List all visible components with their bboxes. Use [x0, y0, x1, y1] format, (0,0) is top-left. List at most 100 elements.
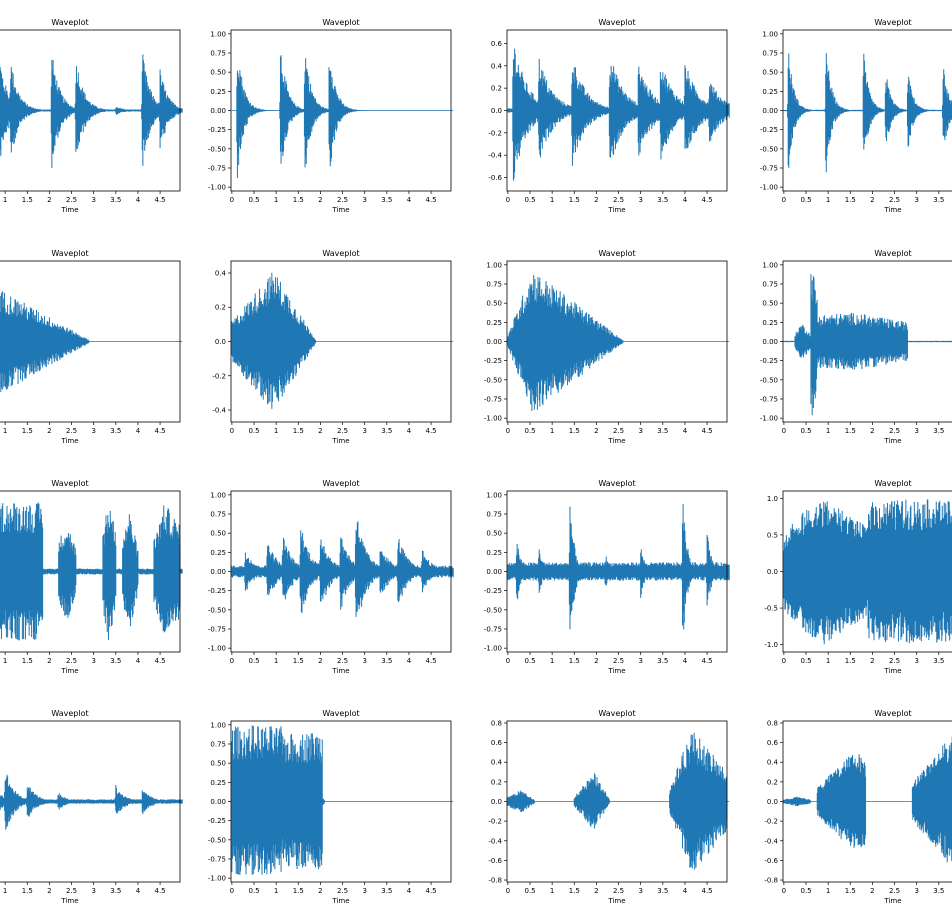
- panel-title: Waveplot: [598, 249, 635, 258]
- y-tick-label: 0.25: [762, 319, 778, 327]
- y-tick-label: 0.4: [491, 759, 503, 767]
- x-tick-label: 4.5: [155, 196, 166, 204]
- x-tick-label: 3: [362, 887, 366, 895]
- x-tick-label: 1: [826, 196, 830, 204]
- x-tick-label: 2.5: [337, 887, 348, 895]
- x-tick-label: 3: [362, 427, 366, 435]
- x-tick-label: 1: [826, 427, 830, 435]
- panel-title: Waveplot: [51, 479, 88, 488]
- x-tick-label: 1.5: [22, 427, 33, 435]
- x-tick-label: 0.5: [524, 887, 535, 895]
- x-tick-label: 0.5: [800, 196, 811, 204]
- y-tick-label: -0.4: [212, 407, 226, 415]
- x-axis-label: Time: [60, 437, 78, 445]
- x-tick-label: 1.5: [22, 657, 33, 665]
- y-tick-label: 0.00: [210, 798, 226, 806]
- x-tick-label: 1.5: [845, 657, 856, 665]
- waveplot-panel: Waveplot00.511.522.533.544.51.000.750.50…: [0, 479, 183, 675]
- x-tick-label: 4: [136, 887, 141, 895]
- y-tick-label: -1.00: [208, 184, 226, 192]
- y-tick-label: -0.75: [760, 165, 778, 173]
- y-tick-label: 0.75: [210, 50, 226, 58]
- x-axis-label: Time: [331, 897, 349, 905]
- waveform: [507, 275, 624, 411]
- x-tick-label: 3.5: [110, 196, 121, 204]
- x-tick-label: 2.5: [613, 427, 624, 435]
- y-tick-label: 0.2: [767, 778, 778, 786]
- x-tick-label: 2.5: [66, 196, 77, 204]
- x-tick-label: 1: [274, 657, 278, 665]
- x-tick-label: 2: [318, 887, 322, 895]
- y-tick-label: 0.50: [486, 300, 502, 308]
- x-tick-label: 3: [914, 196, 918, 204]
- waveform: [783, 53, 952, 173]
- y-tick-label: 1.00: [210, 721, 226, 729]
- x-tick-label: 2.5: [613, 196, 624, 204]
- y-tick-label: -0.25: [760, 126, 778, 134]
- waveform: [231, 272, 316, 409]
- y-tick-label: -1.00: [484, 645, 502, 653]
- y-tick-label: 0.50: [210, 69, 226, 77]
- x-tick-label: 2: [318, 427, 322, 435]
- waveform: [507, 732, 728, 870]
- x-tick-label: 1.5: [293, 427, 304, 435]
- x-tick-label: 1.5: [845, 427, 856, 435]
- x-tick-label: 4: [683, 887, 688, 895]
- waveplot-panel: Waveplot00.511.522.533.544.51.000.750.50…: [760, 249, 952, 445]
- x-tick-label: 0.5: [800, 427, 811, 435]
- y-tick-label: 0.2: [491, 778, 502, 786]
- x-tick-label: 1: [550, 887, 554, 895]
- y-tick-label: 0.75: [762, 281, 778, 289]
- y-tick-label: -0.25: [208, 817, 226, 825]
- x-tick-label: 4.5: [702, 657, 713, 665]
- y-tick-label: -0.50: [208, 145, 226, 153]
- y-tick-label: 0.0: [215, 338, 226, 346]
- y-tick-label: 0.0: [491, 107, 502, 115]
- y-tick-label: 0.75: [210, 741, 226, 749]
- x-tick-label: 1: [826, 887, 830, 895]
- x-tick-label: 4: [407, 657, 412, 665]
- y-tick-label: -0.50: [484, 606, 502, 614]
- y-tick-label: 0.75: [486, 281, 502, 289]
- y-tick-label: 0.2: [491, 85, 502, 93]
- y-tick-label: 0.00: [210, 568, 226, 576]
- x-axis-label: Time: [883, 437, 901, 445]
- y-tick-label: 0.75: [762, 50, 778, 58]
- x-tick-label: 3: [91, 427, 95, 435]
- x-tick-label: 0.5: [248, 657, 259, 665]
- x-tick-label: 4: [407, 427, 412, 435]
- y-tick-label: 0.25: [210, 88, 226, 96]
- waveform: [231, 725, 326, 876]
- x-tick-label: 1.5: [845, 196, 856, 204]
- x-tick-label: 2.5: [337, 427, 348, 435]
- x-tick-label: 3: [638, 427, 642, 435]
- y-tick-label: 0.25: [762, 88, 778, 96]
- plot-frame: [0, 260, 181, 423]
- x-tick-label: 1.5: [569, 887, 580, 895]
- x-tick-label: 0.5: [524, 657, 535, 665]
- y-tick-label: 0.50: [762, 69, 778, 77]
- panel-title: Waveplot: [598, 479, 635, 488]
- panel-title: Waveplot: [874, 249, 911, 258]
- y-tick-label: 0.5: [767, 531, 778, 539]
- panel-title: Waveplot: [322, 18, 359, 27]
- y-tick-label: 0.8: [767, 719, 778, 727]
- waveform: [507, 504, 730, 630]
- y-tick-label: -0.2: [488, 129, 502, 137]
- y-tick-label: 0.0: [767, 568, 778, 576]
- y-tick-label: -1.00: [208, 875, 226, 883]
- y-tick-label: 1.00: [486, 261, 502, 269]
- x-tick-label: 0: [782, 196, 786, 204]
- x-tick-label: 2.5: [889, 196, 900, 204]
- x-axis-label: Time: [607, 206, 625, 214]
- x-tick-label: 0.5: [248, 887, 259, 895]
- y-tick-label: -1.00: [760, 415, 778, 423]
- x-tick-label: 2: [594, 427, 598, 435]
- waveform: [0, 54, 183, 169]
- y-tick-label: -0.8: [764, 877, 778, 885]
- x-tick-label: 3: [362, 657, 366, 665]
- y-tick-label: -0.75: [208, 626, 226, 634]
